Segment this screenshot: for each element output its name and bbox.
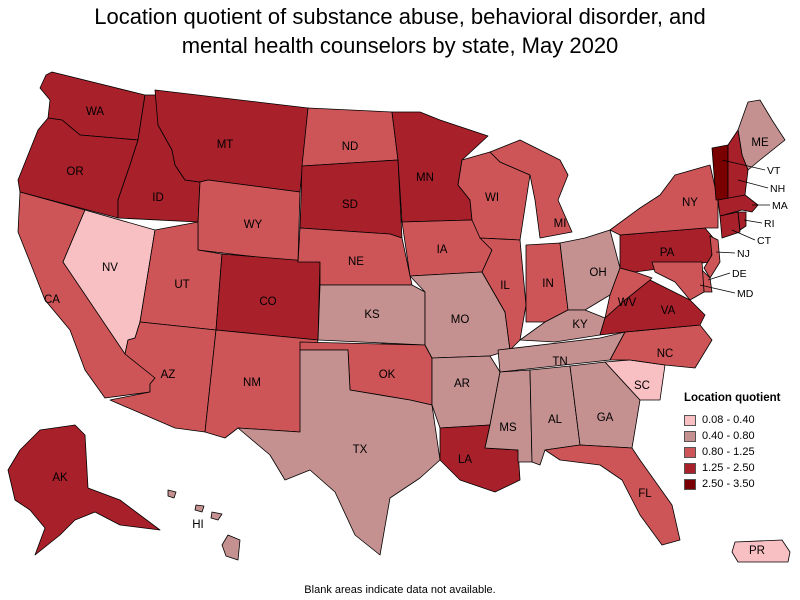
- state-label-al: AL: [548, 414, 563, 426]
- state-label-hi: HI: [192, 519, 204, 531]
- state-ny[interactable]: [609, 164, 719, 236]
- state-label-de: DE: [732, 268, 747, 280]
- state-label-fl: FL: [638, 488, 652, 500]
- leader-md: [699, 284, 736, 294]
- state-label-ny: NY: [682, 197, 698, 209]
- state-label-vt: VT: [767, 165, 781, 177]
- legend-swatch: [684, 430, 696, 442]
- state-label-mn: MN: [416, 172, 434, 184]
- state-label-ca: CA: [44, 294, 60, 306]
- legend-row-5: 2.50 - 3.50: [684, 476, 796, 492]
- state-label-tn: TN: [552, 356, 567, 368]
- legend-label: 0.80 - 1.25: [702, 446, 755, 458]
- state-label-id: ID: [152, 192, 164, 204]
- state-fl[interactable]: [544, 444, 681, 546]
- state-label-ak: AK: [52, 472, 68, 484]
- state-label-va: VA: [661, 305, 676, 317]
- state-label-in: IN: [542, 278, 554, 290]
- state-label-ar: AR: [454, 378, 470, 390]
- state-label-mo: MO: [451, 314, 470, 326]
- state-label-az: AZ: [161, 369, 176, 381]
- state-label-me: ME: [751, 137, 769, 149]
- state-label-nm: NM: [243, 377, 261, 389]
- state-label-pa: PA: [660, 247, 675, 259]
- state-label-wv: WV: [618, 297, 637, 309]
- legend-label: 1.25 - 2.50: [702, 462, 755, 474]
- legend-label: 0.40 - 0.80: [702, 430, 755, 442]
- state-label-mi: MI: [554, 218, 567, 230]
- state-ar[interactable]: [431, 355, 501, 429]
- state-label-nc: NC: [657, 348, 674, 360]
- map-title-line1: Location quotient of substance abuse, be…: [94, 4, 706, 29]
- legend-row-2: 0.40 - 0.80: [684, 428, 796, 444]
- state-nd[interactable]: [301, 107, 399, 167]
- state-label-ne: NE: [348, 256, 364, 268]
- legend-label: 2.50 - 3.50: [702, 478, 755, 490]
- state-label-md: MD: [737, 288, 754, 300]
- state-label-or: OR: [66, 166, 83, 178]
- state-label-ky: KY: [572, 319, 588, 331]
- legend-row-3: 0.80 - 1.25: [684, 444, 796, 460]
- state-label-sd: SD: [342, 199, 358, 211]
- state-label-la: LA: [458, 454, 472, 466]
- leader-vt: [721, 159, 766, 171]
- state-wv[interactable]: [604, 267, 653, 319]
- state-label-wi: WI: [485, 192, 499, 204]
- state-me[interactable]: [737, 99, 786, 171]
- legend-swatch: [684, 462, 696, 474]
- state-ri[interactable]: [737, 211, 747, 231]
- leader-nj: [715, 251, 736, 254]
- state-label-nh: NH: [770, 183, 785, 195]
- legend-row-4: 1.25 - 2.50: [684, 460, 796, 476]
- state-label-pr: PR: [749, 545, 765, 557]
- state-label-ut: UT: [174, 279, 189, 291]
- state-label-ma: MA: [772, 200, 788, 212]
- legend-swatch: [684, 478, 696, 490]
- state-label-nj: NJ: [737, 248, 750, 260]
- map-title-line2: mental health counselors by state, May 2…: [181, 33, 619, 58]
- state-wi[interactable]: [457, 151, 531, 241]
- leader-nh: [737, 179, 769, 189]
- state-mi[interactable]: [489, 139, 573, 239]
- legend-swatch: [684, 446, 696, 458]
- state-label-ct: CT: [757, 235, 772, 247]
- state-pr[interactable]: [731, 539, 791, 563]
- map-title: Location quotient of substance abuse, be…: [0, 2, 800, 60]
- state-hi[interactable]: [167, 489, 241, 561]
- state-labels: WA OR CA NV ID MT WY UT AZ CO NM ND SD N…: [44, 106, 788, 557]
- legend-title: Location quotient: [684, 392, 781, 404]
- legend-swatch: [684, 414, 696, 426]
- state-label-nd: ND: [342, 141, 359, 153]
- legend-label: 0.08 - 0.40: [702, 414, 755, 426]
- state-tx[interactable]: [237, 349, 441, 556]
- state-ak[interactable]: [7, 424, 161, 556]
- footnote: Blank areas indicate data not available.: [304, 584, 496, 596]
- state-ky[interactable]: [519, 309, 606, 343]
- state-label-oh: OH: [589, 267, 606, 279]
- leader-ct: [731, 229, 756, 241]
- map-legend: Location quotient 0.08 - 0.40 0.40 - 0.8…: [684, 392, 796, 492]
- state-label-mt: MT: [217, 139, 234, 151]
- state-label-il: IL: [500, 280, 510, 292]
- state-label-ia: IA: [437, 244, 448, 256]
- state-label-sc: SC: [634, 380, 650, 392]
- legend-row-1: 0.08 - 0.40: [684, 412, 796, 428]
- state-label-ok: OK: [379, 369, 396, 381]
- state-label-ga: GA: [597, 412, 614, 424]
- state-ga[interactable]: [569, 361, 641, 449]
- leader-de: [707, 272, 731, 281]
- state-label-ri: RI: [764, 218, 775, 230]
- state-label-wa: WA: [86, 106, 104, 118]
- state-label-ks: KS: [364, 309, 380, 321]
- state-label-nv: NV: [102, 262, 118, 274]
- state-label-co: CO: [259, 296, 276, 308]
- state-label-wy: WY: [244, 219, 263, 231]
- state-label-ms: MS: [499, 422, 517, 434]
- leader-ri: [743, 219, 763, 224]
- state-md[interactable]: [651, 261, 705, 301]
- state-label-tx: TX: [353, 444, 368, 456]
- state-ct[interactable]: [719, 211, 741, 239]
